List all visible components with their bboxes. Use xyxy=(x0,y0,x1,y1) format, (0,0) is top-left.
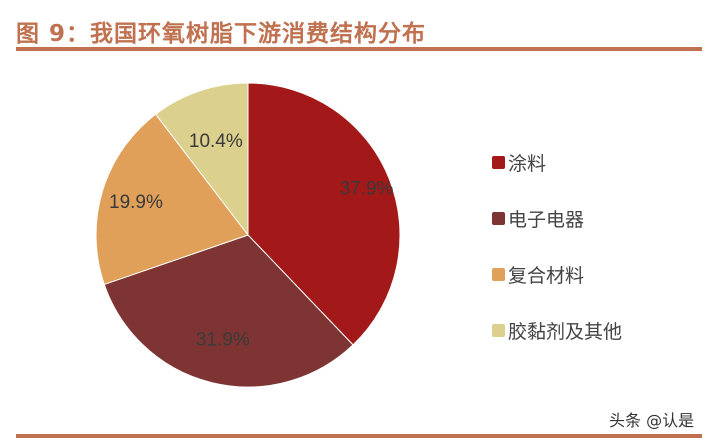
data-label: 10.4% xyxy=(189,131,243,152)
slice-adhesives-other xyxy=(154,82,249,237)
data-label: 19.9% xyxy=(109,192,163,213)
legend-label: 电子电器 xyxy=(508,208,585,231)
legend-swatch xyxy=(492,155,505,169)
watermark: 头条 @认是 xyxy=(609,411,695,430)
legend: 涂料 电子电器 复合材料 胶黏剂及其他 xyxy=(492,134,622,358)
legend-swatch xyxy=(492,323,505,337)
data-label: 37.9% xyxy=(340,178,394,199)
legend-item-electronics: 电子电器 xyxy=(492,190,622,246)
chart-title: 图 9：我国环氧树脂下游消费结构分布 xyxy=(16,21,427,47)
legend-label: 涂料 xyxy=(508,152,547,175)
legend-item-adhesives-other: 胶黏剂及其他 xyxy=(492,302,622,358)
title-divider xyxy=(16,47,702,51)
legend-label: 胶黏剂及其他 xyxy=(508,320,623,343)
legend-item-coatings: 涂料 xyxy=(492,134,622,190)
legend-item-composites: 复合材料 xyxy=(492,246,622,302)
legend-swatch xyxy=(492,211,505,225)
legend-swatch xyxy=(492,267,505,281)
bottom-divider xyxy=(16,434,702,438)
slice-coatings xyxy=(247,82,401,346)
slice-composites xyxy=(95,113,249,286)
slice-electronics xyxy=(103,234,354,388)
data-label: 31.9% xyxy=(196,329,250,350)
legend-label: 复合材料 xyxy=(508,264,585,287)
